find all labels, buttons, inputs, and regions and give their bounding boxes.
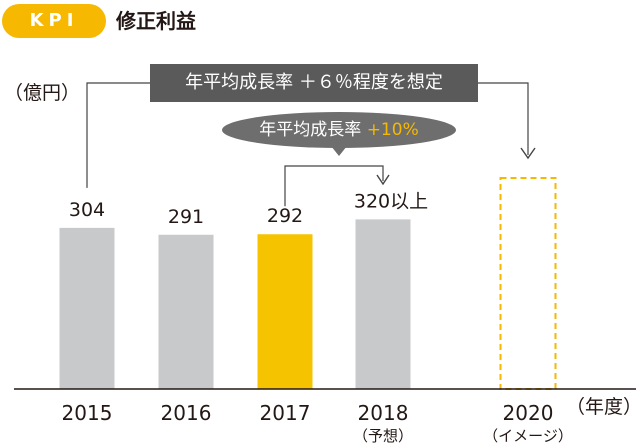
y-axis-unit-label: （億円）: [4, 82, 81, 104]
short-growth-connector: [284, 165, 384, 207]
bar-2015: [59, 227, 115, 389]
short-growth-annotation: 年平均成長率 +10%: [222, 112, 456, 148]
data-label-2017: 292: [267, 205, 303, 227]
overall-growth-connector-left: [86, 82, 150, 188]
short-growth-arrowhead: [376, 174, 390, 186]
bar-2016: [158, 234, 214, 389]
data-label-2015: 304: [69, 199, 105, 221]
overall-growth-banner: [150, 64, 478, 102]
short-growth-value: +10%: [366, 120, 419, 140]
data-label-2018: 320以上: [354, 190, 428, 212]
x-axis-unit-label: （年度）: [566, 396, 636, 418]
x-tick-note-2020: （イメージ）: [483, 427, 573, 445]
chart-title: 修正利益: [116, 9, 196, 33]
overall-growth-connector-right: [478, 82, 529, 155]
kpi-badge-label: KPI: [29, 10, 79, 31]
x-tick-label-2017: 2017: [260, 401, 311, 425]
overall-growth-annotation: 年平均成長率 ＋６％程度を想定: [185, 72, 443, 93]
data-label-2016: 291: [168, 206, 204, 228]
bar-2020: [499, 177, 557, 390]
x-tick-label-2015: 2015: [62, 401, 113, 425]
short-growth-bubble: [222, 112, 456, 148]
short-growth-prefix: 年平均成長率: [259, 120, 362, 140]
x-tick-label-2016: 2016: [161, 401, 212, 425]
overall-growth-arrowhead: [520, 147, 536, 160]
x-tick-label-2018: 2018: [358, 401, 409, 425]
bar-2017: [257, 234, 313, 389]
short-growth-bubble-pointer: [331, 146, 347, 156]
x-tick-label-2020: 2020: [503, 401, 554, 425]
bar-2018: [355, 219, 411, 389]
x-tick-note-2018: （予想）: [353, 427, 413, 445]
kpi-badge: [2, 4, 106, 38]
